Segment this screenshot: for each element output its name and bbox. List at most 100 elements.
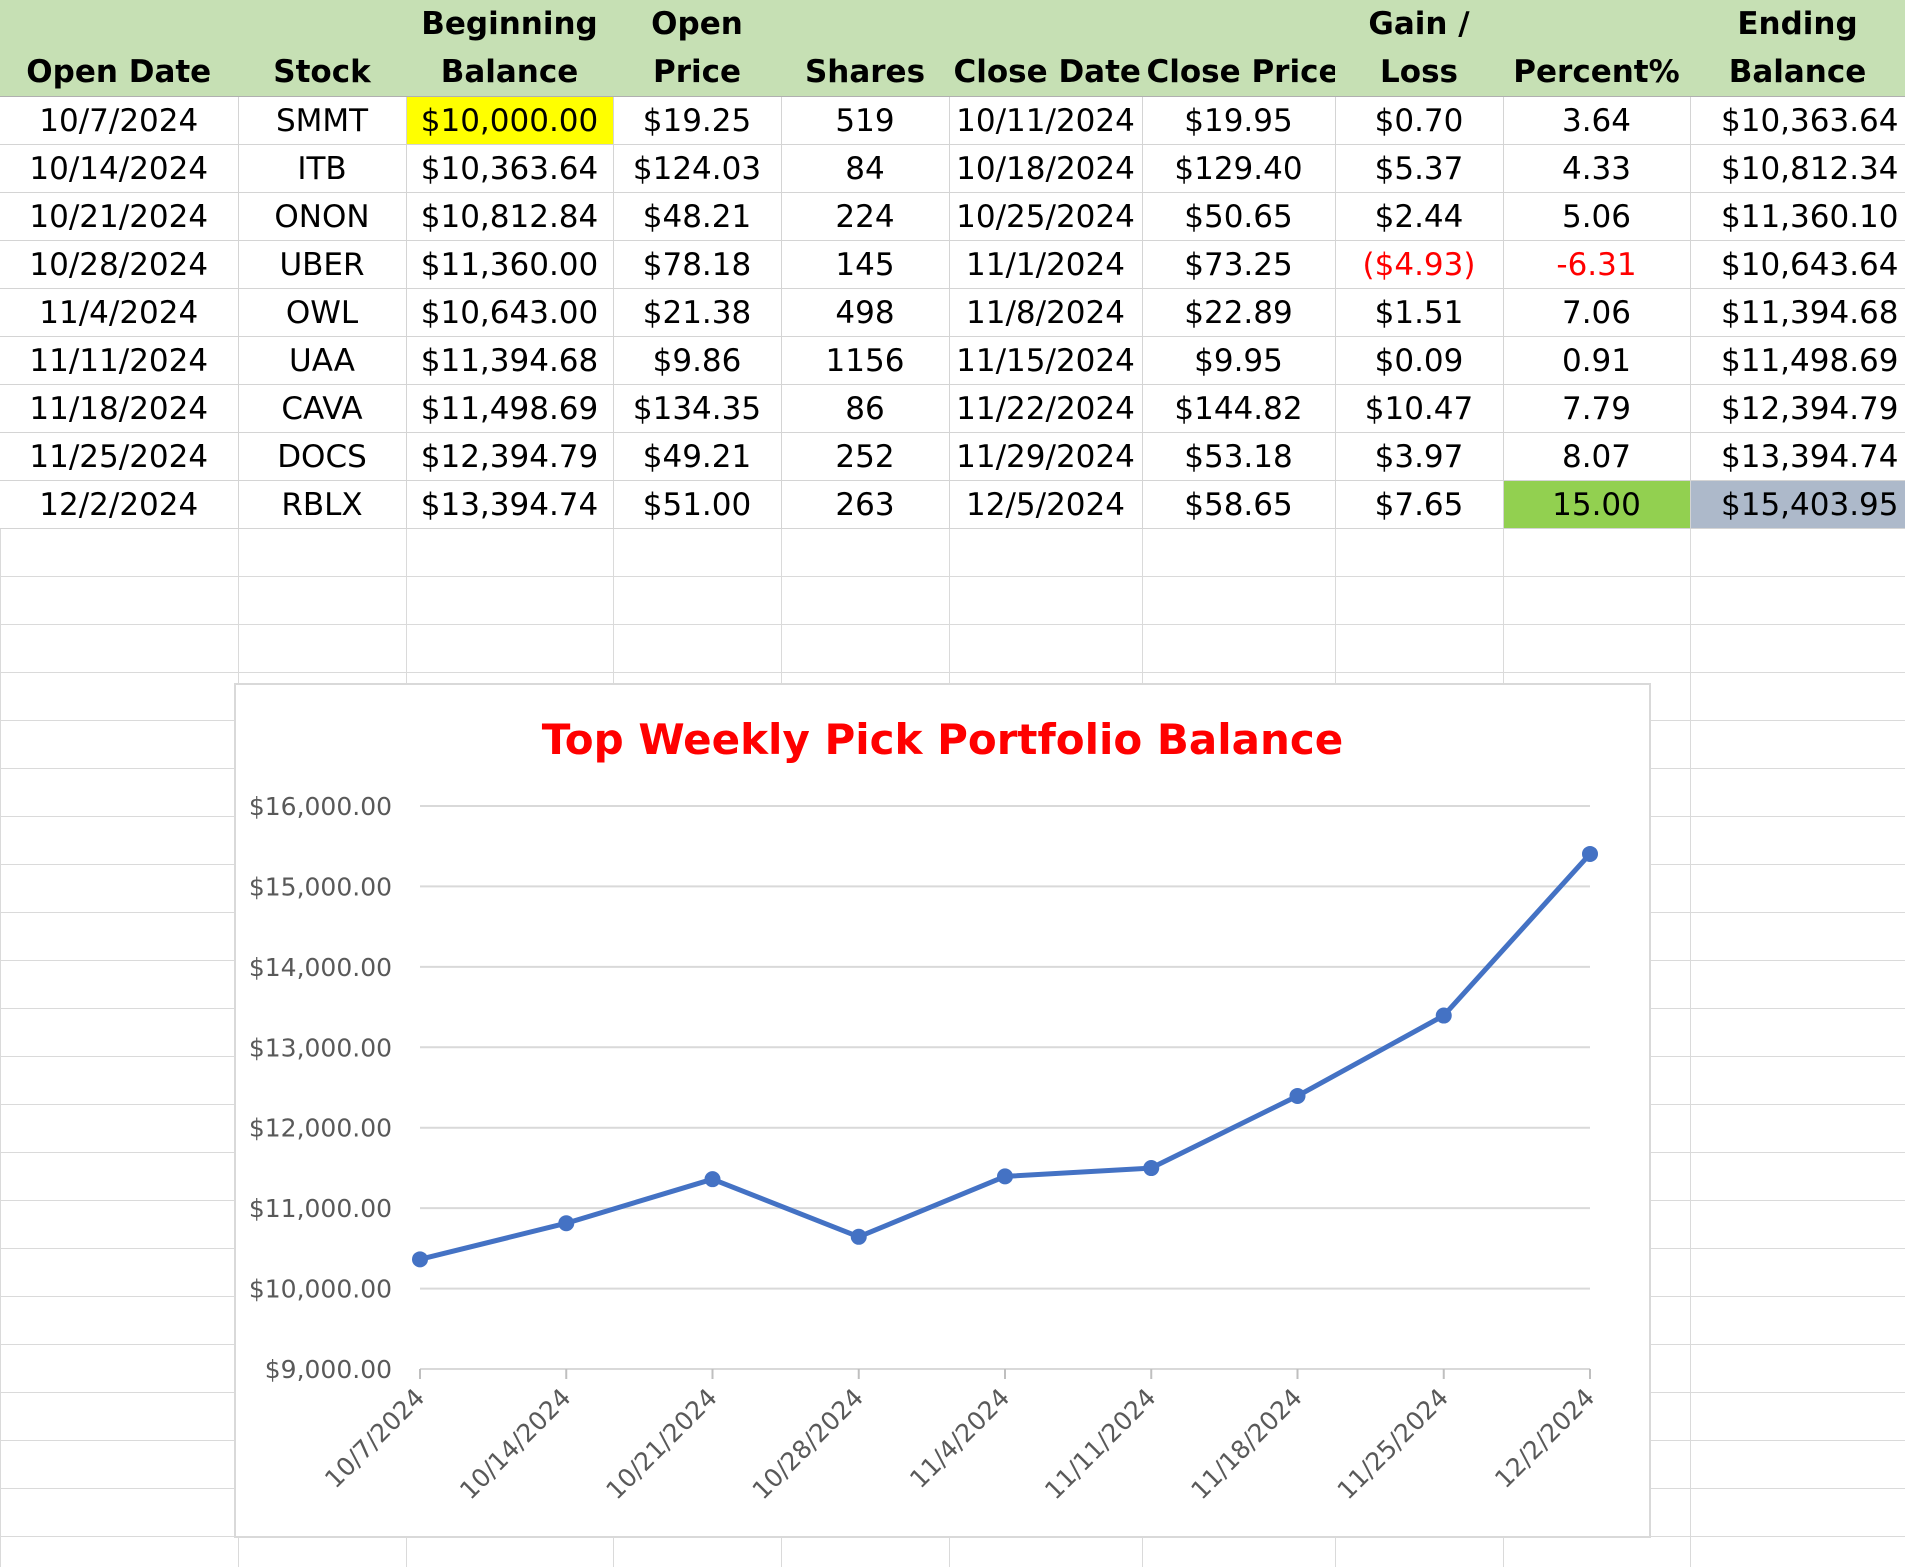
header-beginning-balance[interactable]: Beginning Balance xyxy=(406,0,614,97)
cell-open-price[interactable]: $49.21 xyxy=(613,432,782,481)
cell-open-price[interactable]: $9.86 xyxy=(613,336,782,385)
cell-open-price[interactable]: $21.38 xyxy=(613,288,782,337)
cell-shares[interactable]: 1156 xyxy=(781,336,950,385)
cell-beginning-balance[interactable]: $10,643.00 xyxy=(406,288,614,337)
cell-open-date[interactable]: 10/7/2024 xyxy=(0,96,239,145)
cell-gain-loss[interactable]: $1.51 xyxy=(1335,288,1504,337)
cell-close-price[interactable]: $50.65 xyxy=(1142,192,1336,241)
cell-stock[interactable]: ITB xyxy=(238,144,407,193)
cell-open-price[interactable]: $19.25 xyxy=(613,96,782,145)
series-line[interactable] xyxy=(419,852,1592,1262)
cell-open-date[interactable]: 10/21/2024 xyxy=(0,192,239,241)
data-point[interactable] xyxy=(412,1251,428,1268)
cell-ending-balance[interactable]: $11,498.69 xyxy=(1690,336,1905,385)
cell-ending-balance[interactable]: $13,394.74 xyxy=(1690,432,1905,481)
cell-close-date[interactable]: 11/15/2024 xyxy=(949,336,1143,385)
cell-percent[interactable]: 15.00 xyxy=(1503,480,1691,529)
data-point[interactable] xyxy=(704,1171,721,1188)
cell-gain-loss[interactable]: $7.65 xyxy=(1335,480,1504,529)
cell-close-date[interactable]: 12/5/2024 xyxy=(949,480,1143,529)
cell-stock[interactable]: OWL xyxy=(238,288,407,337)
header-gain-loss[interactable]: Gain / Loss xyxy=(1335,0,1504,97)
cell-open-price[interactable]: $51.00 xyxy=(613,480,782,529)
cell-shares[interactable]: 145 xyxy=(781,240,950,289)
cell-close-price[interactable]: $129.40 xyxy=(1142,144,1336,193)
cell-gain-loss[interactable]: $5.37 xyxy=(1335,144,1504,193)
cell-close-price[interactable]: $73.25 xyxy=(1142,240,1336,289)
cell-ending-balance[interactable]: $11,360.10 xyxy=(1690,192,1905,241)
cell-open-date[interactable]: 11/11/2024 xyxy=(0,336,239,385)
cell-ending-balance[interactable]: $10,363.64 xyxy=(1690,96,1905,145)
cell-open-price[interactable]: $134.35 xyxy=(613,384,782,433)
cell-close-price[interactable]: $58.65 xyxy=(1142,480,1336,529)
cell-close-date[interactable]: 10/11/2024 xyxy=(949,96,1143,145)
cell-percent[interactable]: -6.31 xyxy=(1503,240,1691,289)
header-shares[interactable]: Shares xyxy=(781,0,950,97)
data-point[interactable] xyxy=(1143,1160,1160,1177)
header-open-date[interactable]: Open Date xyxy=(0,0,239,97)
cell-ending-balance[interactable]: $12,394.79 xyxy=(1690,384,1905,433)
cell-open-date[interactable]: 11/25/2024 xyxy=(0,432,239,481)
data-point[interactable] xyxy=(1435,1007,1452,1024)
cell-close-price[interactable]: $9.95 xyxy=(1142,336,1336,385)
cell-beginning-balance[interactable]: $10,363.64 xyxy=(406,144,614,193)
cell-shares[interactable]: 519 xyxy=(781,96,950,145)
cell-close-price[interactable]: $144.82 xyxy=(1142,384,1336,433)
cell-gain-loss[interactable]: $3.97 xyxy=(1335,432,1504,481)
cell-open-price[interactable]: $124.03 xyxy=(613,144,782,193)
header-close-price[interactable]: Close Price xyxy=(1142,0,1336,97)
header-close-date[interactable]: Close Date xyxy=(949,0,1143,97)
cell-close-price[interactable]: $53.18 xyxy=(1142,432,1336,481)
cell-stock[interactable]: RBLX xyxy=(238,480,407,529)
cell-beginning-balance[interactable]: $11,360.00 xyxy=(406,240,614,289)
cell-ending-balance[interactable]: $15,403.95 xyxy=(1690,480,1905,529)
cell-open-price[interactable]: $48.21 xyxy=(613,192,782,241)
cell-gain-loss[interactable]: ($4.93) xyxy=(1335,240,1504,289)
cell-close-price[interactable]: $19.95 xyxy=(1142,96,1336,145)
cell-stock[interactable]: UAA xyxy=(238,336,407,385)
cell-beginning-balance[interactable]: $10,000.00 xyxy=(406,96,614,145)
cell-beginning-balance[interactable]: $11,394.68 xyxy=(406,336,614,385)
cell-stock[interactable]: CAVA xyxy=(238,384,407,433)
cell-close-date[interactable]: 11/22/2024 xyxy=(949,384,1143,433)
cell-open-date[interactable]: 10/28/2024 xyxy=(0,240,239,289)
data-point[interactable] xyxy=(1289,1087,1306,1104)
cell-close-date[interactable]: 11/29/2024 xyxy=(949,432,1143,481)
cell-shares[interactable]: 84 xyxy=(781,144,950,193)
cell-shares[interactable]: 224 xyxy=(781,192,950,241)
cell-stock[interactable]: DOCS xyxy=(238,432,407,481)
cell-open-date[interactable]: 11/18/2024 xyxy=(0,384,239,433)
cell-beginning-balance[interactable]: $11,498.69 xyxy=(406,384,614,433)
cell-beginning-balance[interactable]: $10,812.84 xyxy=(406,192,614,241)
cell-shares[interactable]: 86 xyxy=(781,384,950,433)
header-stock[interactable]: Stock xyxy=(238,0,407,97)
cell-beginning-balance[interactable]: $12,394.79 xyxy=(406,432,614,481)
cell-percent[interactable]: 8.07 xyxy=(1503,432,1691,481)
data-point[interactable] xyxy=(997,1168,1013,1185)
cell-gain-loss[interactable]: $2.44 xyxy=(1335,192,1504,241)
cell-percent[interactable]: 0.91 xyxy=(1503,336,1691,385)
cell-stock[interactable]: SMMT xyxy=(238,96,407,145)
cell-percent[interactable]: 4.33 xyxy=(1503,144,1691,193)
cell-shares[interactable]: 263 xyxy=(781,480,950,529)
cell-close-date[interactable]: 11/1/2024 xyxy=(949,240,1143,289)
data-point[interactable] xyxy=(1582,845,1598,862)
cell-percent[interactable]: 7.06 xyxy=(1503,288,1691,337)
cell-gain-loss[interactable]: $0.09 xyxy=(1335,336,1504,385)
cell-open-date[interactable]: 12/2/2024 xyxy=(0,480,239,529)
cell-open-date[interactable]: 11/4/2024 xyxy=(0,288,239,337)
cell-stock[interactable]: ONON xyxy=(238,192,407,241)
cell-gain-loss[interactable]: $0.70 xyxy=(1335,96,1504,145)
cell-shares[interactable]: 498 xyxy=(781,288,950,337)
cell-close-date[interactable]: 11/8/2024 xyxy=(949,288,1143,337)
cell-gain-loss[interactable]: $10.47 xyxy=(1335,384,1504,433)
cell-percent[interactable]: 5.06 xyxy=(1503,192,1691,241)
cell-open-price[interactable]: $78.18 xyxy=(613,240,782,289)
header-percent[interactable]: Percent% xyxy=(1503,0,1691,97)
cell-ending-balance[interactable]: $10,812.34 xyxy=(1690,144,1905,193)
cell-open-date[interactable]: 10/14/2024 xyxy=(0,144,239,193)
cell-close-date[interactable]: 10/25/2024 xyxy=(949,192,1143,241)
cell-close-date[interactable]: 10/18/2024 xyxy=(949,144,1143,193)
cell-close-price[interactable]: $22.89 xyxy=(1142,288,1336,337)
cell-shares[interactable]: 252 xyxy=(781,432,950,481)
